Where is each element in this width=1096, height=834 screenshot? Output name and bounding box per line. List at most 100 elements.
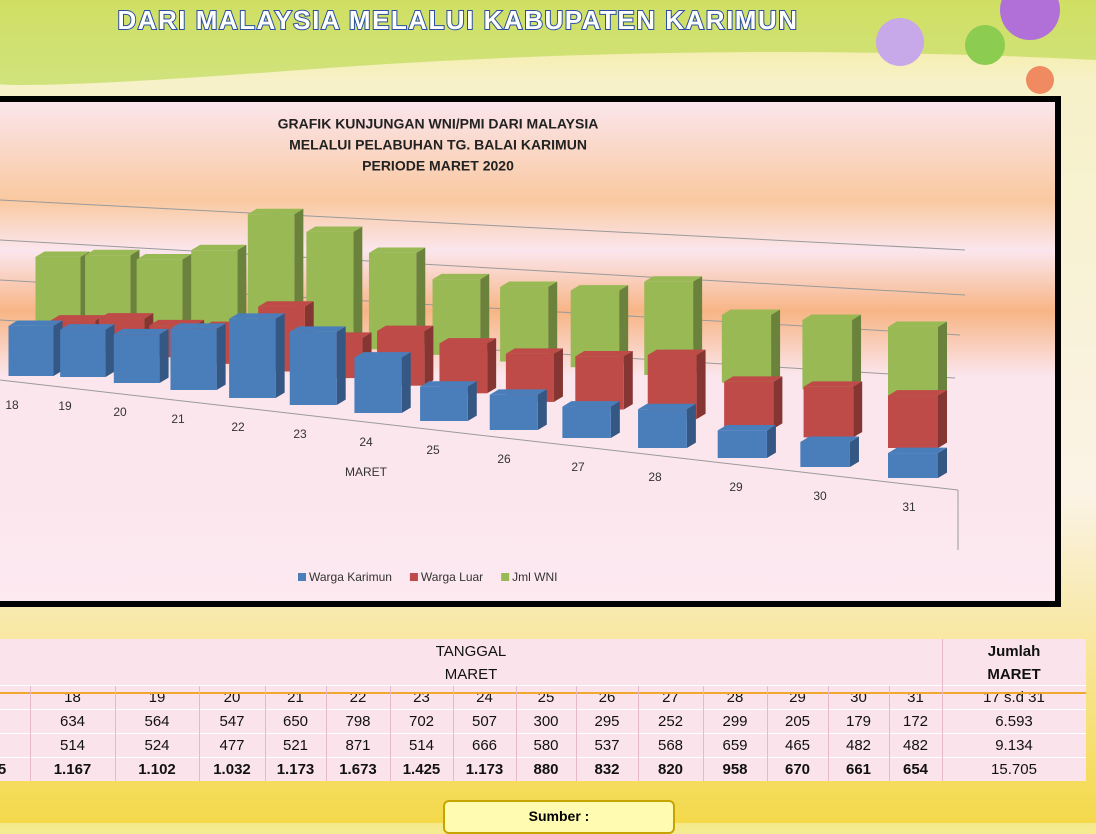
table-cell: 537 bbox=[594, 737, 620, 754]
bar-top bbox=[170, 323, 226, 329]
column-header: 22 bbox=[349, 689, 367, 706]
table-cell: 832 bbox=[594, 761, 620, 778]
column-header: 17 bbox=[0, 686, 30, 709]
bar bbox=[802, 319, 853, 390]
column-header: 18 bbox=[64, 689, 81, 706]
bar-side bbox=[401, 352, 411, 413]
slide-title: DARI MALAYSIA MELALUI KABUPATEN KARIMUN bbox=[117, 5, 798, 35]
bar-top bbox=[50, 315, 105, 321]
x-tick-label: 27 bbox=[571, 460, 585, 474]
table-cell: 650 bbox=[282, 713, 309, 730]
row-line bbox=[0, 685, 1086, 686]
x-tick-label: 21 bbox=[171, 412, 185, 426]
table-cell: 1.032 bbox=[213, 761, 251, 778]
bar-side bbox=[686, 403, 696, 448]
bar bbox=[562, 406, 611, 438]
bar-top bbox=[647, 349, 706, 356]
bar-top bbox=[354, 352, 411, 358]
bar bbox=[35, 256, 81, 326]
table-cell: 820 bbox=[657, 761, 684, 778]
table-cell: 482 bbox=[845, 737, 872, 754]
bar-side bbox=[623, 351, 633, 410]
virus-icon bbox=[876, 18, 924, 66]
bar bbox=[721, 314, 772, 383]
table-cell: 564 bbox=[144, 713, 170, 730]
x-tick-label: 29 bbox=[729, 480, 743, 494]
table-cell: 568 bbox=[657, 737, 684, 754]
bar-top bbox=[570, 285, 629, 291]
column-header: 20 bbox=[223, 689, 241, 706]
legend-swatch bbox=[501, 573, 510, 581]
column-line bbox=[828, 686, 829, 781]
column-header: 19 bbox=[148, 689, 166, 706]
column-line bbox=[703, 686, 704, 781]
bar-side bbox=[938, 447, 947, 478]
chart-title: MELALUI PELABUHAN TG. BALAI KARIMUN bbox=[289, 137, 587, 153]
bar-top bbox=[505, 348, 563, 354]
table-cell: 1.673 bbox=[339, 761, 377, 778]
column-line bbox=[942, 639, 943, 781]
bar-top bbox=[368, 247, 426, 253]
bar-side bbox=[353, 226, 363, 344]
column-line bbox=[453, 686, 454, 781]
chart: GRAFIK KUNJUNGAN WNI/PMI DARI MALAYSIA ME… bbox=[0, 96, 1061, 607]
column-header: 31 bbox=[907, 689, 924, 706]
table-cell: 524 bbox=[144, 737, 170, 754]
table-cell: 9.134 bbox=[995, 737, 1033, 754]
x-tick-label: 28 bbox=[648, 470, 662, 484]
x-tick-label: 25 bbox=[426, 443, 440, 457]
table-cell: 958 bbox=[722, 761, 748, 778]
column-line bbox=[767, 686, 768, 781]
bar-side bbox=[852, 314, 862, 390]
column-line bbox=[638, 686, 639, 781]
column-line bbox=[889, 686, 890, 781]
bar-side bbox=[766, 424, 776, 458]
table-cell: 580 bbox=[533, 737, 559, 754]
bar-side bbox=[849, 436, 859, 467]
bar bbox=[803, 386, 854, 438]
virus-icon bbox=[1026, 66, 1054, 94]
table-cell: 299 bbox=[722, 713, 748, 730]
table-cell: 666 bbox=[471, 737, 498, 754]
table-cell: 702 bbox=[408, 713, 435, 730]
bar bbox=[888, 453, 938, 478]
x-tick-label: 19 bbox=[58, 399, 72, 413]
bar-top bbox=[500, 281, 558, 287]
legend-swatch bbox=[298, 573, 306, 581]
bar-side bbox=[696, 349, 706, 420]
column-line bbox=[390, 686, 391, 781]
x-tick-label: 30 bbox=[813, 489, 827, 503]
column-header: 30 bbox=[850, 689, 867, 706]
avatar-icon bbox=[1000, 0, 1060, 40]
table-cell: 6.593 bbox=[995, 713, 1033, 730]
bar-side bbox=[553, 348, 563, 402]
decor bbox=[0, 0, 1096, 85]
column-line bbox=[326, 686, 327, 781]
table-cell: 482 bbox=[902, 737, 929, 754]
table-cell: 798 bbox=[345, 713, 371, 730]
bar bbox=[8, 325, 54, 376]
bar bbox=[638, 409, 687, 448]
bar-side bbox=[537, 389, 547, 430]
bar-side bbox=[771, 309, 781, 383]
bar-top bbox=[191, 244, 247, 251]
column-header: 17 s.d 31 bbox=[983, 689, 1045, 706]
bar-top bbox=[377, 325, 434, 332]
legend-label: Jml WNI bbox=[512, 570, 557, 584]
bar bbox=[60, 329, 106, 377]
table-cell: 300 bbox=[533, 713, 559, 730]
legend-label: Warga Luar bbox=[421, 570, 483, 584]
column-line bbox=[576, 686, 577, 781]
column-line bbox=[115, 686, 116, 781]
chart-title: GRAFIK KUNJUNGAN WNI/PMI DARI MALAYSIA bbox=[278, 116, 599, 132]
bar-top bbox=[258, 301, 314, 307]
table-cell: 1.173 bbox=[465, 761, 504, 778]
bar-top bbox=[136, 253, 192, 260]
bar-top bbox=[60, 324, 115, 330]
column-line bbox=[265, 686, 266, 781]
bar-side bbox=[424, 325, 434, 386]
legend-swatch bbox=[409, 573, 418, 581]
table-cell: 514 bbox=[408, 737, 435, 754]
bar-top bbox=[575, 351, 633, 357]
table-cell: 654 bbox=[902, 761, 929, 778]
